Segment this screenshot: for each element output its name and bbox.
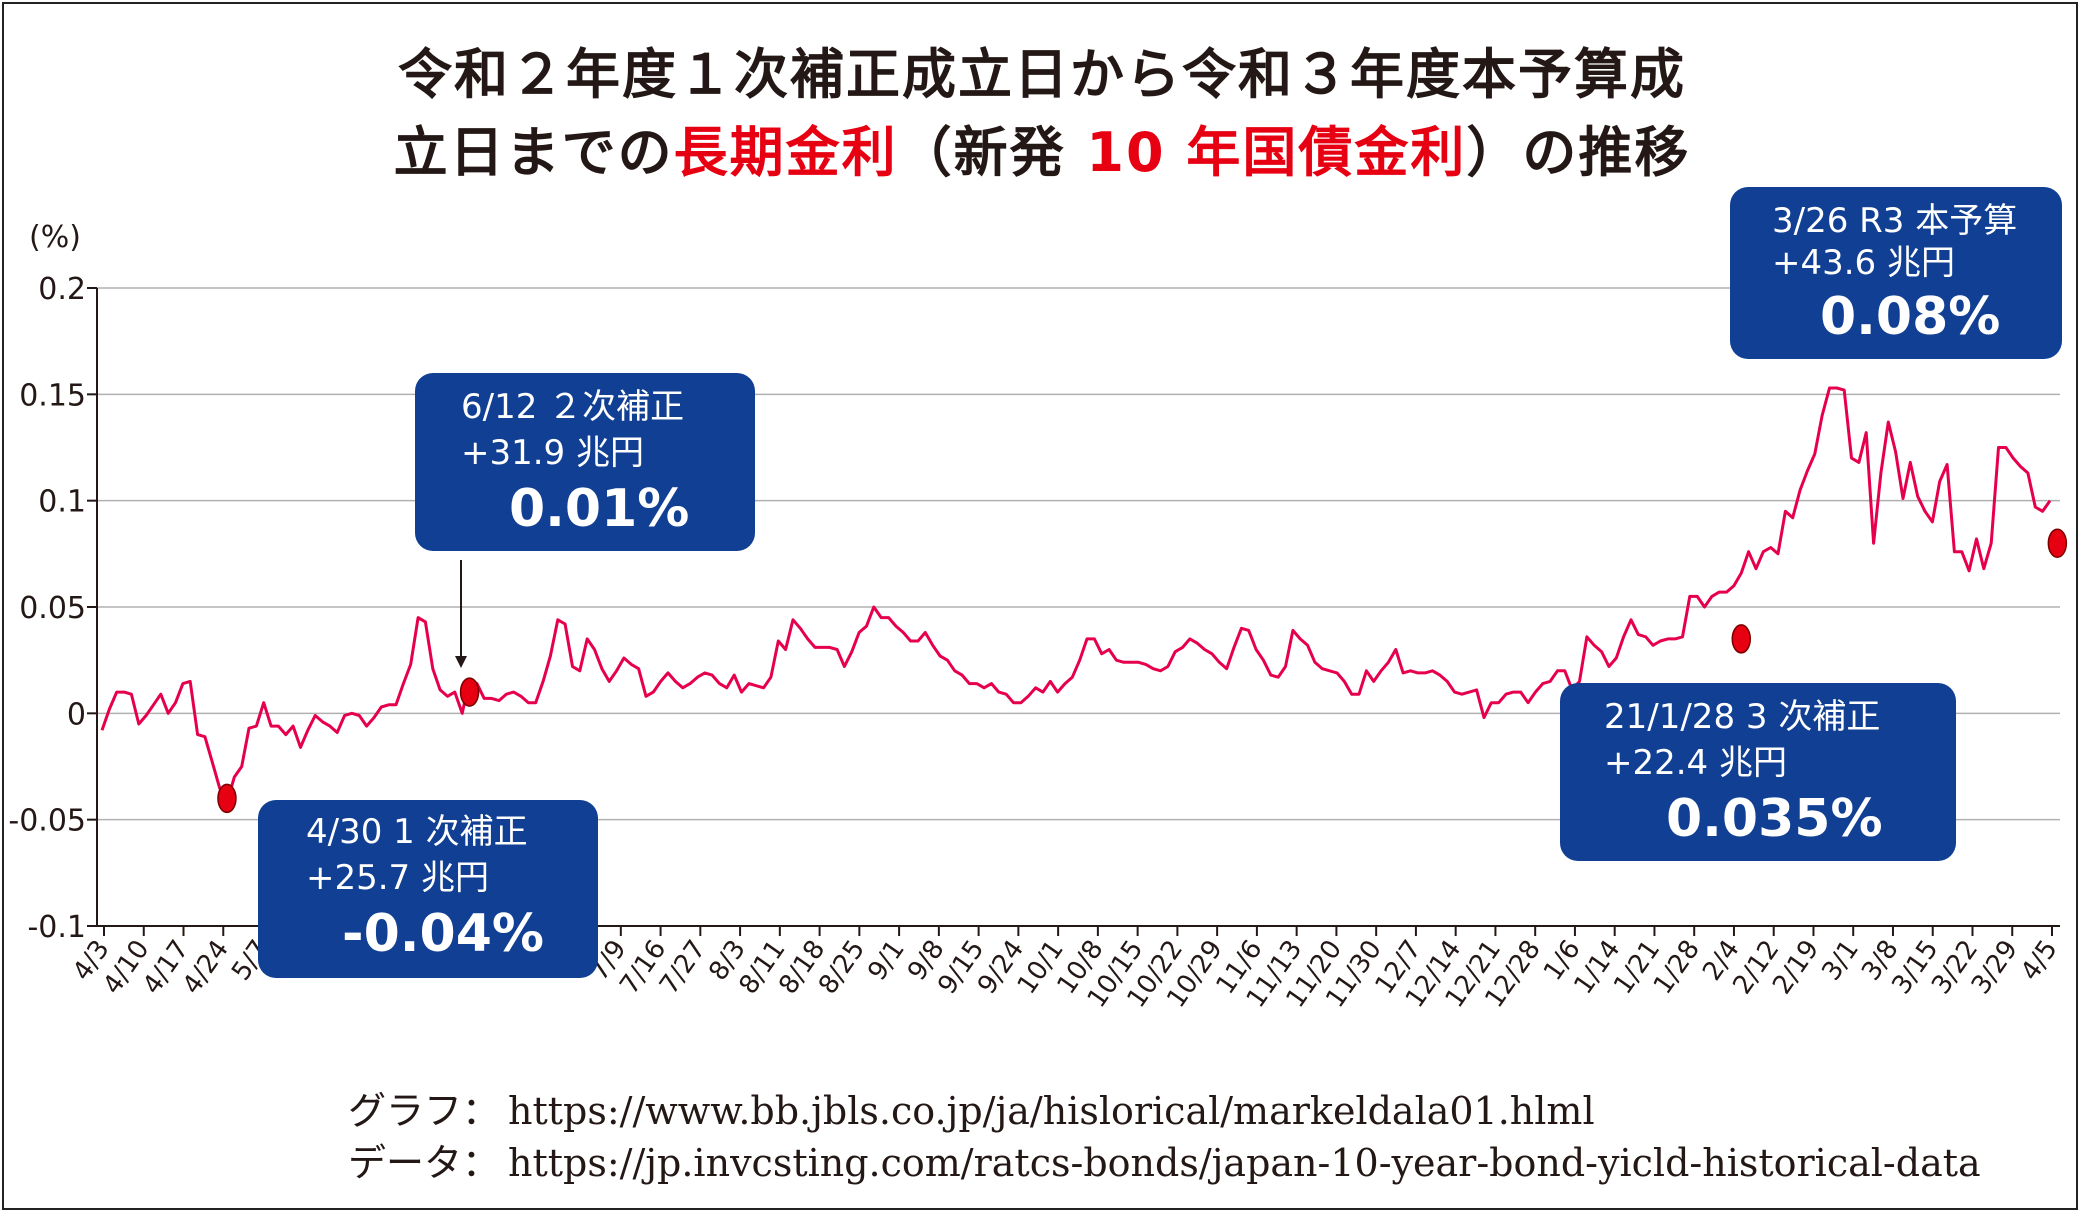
sources: グラフ： https://www.bb.jbls.co.jp/ja/hislori… [348, 1085, 1981, 1189]
callout-value: 0.08% [1820, 287, 2001, 347]
callout-line-2: +43.6 兆円 [1772, 243, 1955, 283]
callout-line-2: +22.4 兆円 [1604, 743, 1787, 783]
callout-pointer-arrowhead [455, 656, 467, 668]
title-part: 立日までの [393, 121, 674, 184]
source-row-data: データ： https://jp.invcsting.com/ratcs-bonds… [348, 1137, 1981, 1189]
source-label: データ： [348, 1141, 501, 1185]
y-tick-label: 0.1 [38, 485, 86, 520]
point-marker [459, 677, 480, 707]
title-part: ）の推移 [1466, 121, 1691, 184]
title-line-2: 立日までの長期金利（新発 10 年国債金利）の推移 [0, 114, 2084, 192]
callout-r3-budget: 3/26 R3 本予算 +43.6 兆円 0.08% [1730, 187, 2062, 359]
callout-second-supplementary: 6/12 ２次補正 +31.9 兆円 0.01% [415, 373, 755, 551]
callout-value: 0.01% [509, 479, 690, 539]
source-url: https://jp.invcsting.com/ratcs-bonds/jap… [508, 1141, 1981, 1185]
callout-line-1: 21/1/28 3 次補正 [1604, 697, 1881, 737]
y-tick-label: -0.05 [8, 804, 86, 839]
callout-first-supplementary: 4/30 1 次補正 +25.7 兆円 -0.04% [258, 800, 598, 978]
point-marker [1731, 624, 1752, 654]
title-line-1: 令和２年度１次補正成立日から令和３年度本予算成 [398, 43, 1686, 106]
callout-third-supplementary: 21/1/28 3 次補正 +22.4 兆円 0.035% [1560, 683, 1956, 861]
callout-line-1: 3/26 R3 本予算 [1772, 201, 2018, 241]
y-tick-labels: 0.2 0.15 0.1 0.05 0 -0.05 -0.1 [8, 272, 86, 945]
x-tick-label: 9/1 [862, 935, 911, 986]
source-url: https://www.bb.jbls.co.jp/ja/hislorical/… [508, 1089, 1595, 1133]
chart-title: 令和２年度１次補正成立日から令和３年度本予算成 立日までの長期金利（新発 10 … [0, 36, 2084, 192]
y-tick-label: 0.15 [19, 378, 86, 413]
y-tick-label: 0 [67, 697, 86, 732]
series-layer [100, 386, 2052, 805]
callout-line-2: +25.7 兆円 [306, 858, 489, 898]
callout-value: -0.04% [342, 904, 544, 964]
series-line [100, 386, 2052, 805]
title-part: （新発 [897, 121, 1087, 184]
callout-line-2: +31.9 兆円 [461, 433, 644, 473]
y-tick-label: -0.1 [27, 910, 86, 945]
point-marker [2047, 528, 2068, 558]
y-tick-label: 0.2 [38, 272, 86, 307]
x-tick-label: 4/5 [2015, 935, 2064, 986]
callout-line-1: 6/12 ２次補正 [461, 387, 685, 427]
source-label: グラフ： [348, 1089, 501, 1133]
point-marker [217, 783, 237, 814]
callout-line-1: 4/30 1 次補正 [306, 812, 528, 852]
y-tick-label: 0.05 [19, 591, 86, 626]
y-axis-label: (%) [29, 220, 81, 255]
callout-value: 0.035% [1666, 789, 1883, 849]
x-tick-label: 3/1 [1816, 935, 1865, 986]
title-highlight-long-term-rate: 長期金利 [673, 121, 898, 184]
markers [217, 528, 2068, 814]
source-row-graph: グラフ： https://www.bb.jbls.co.jp/ja/hislori… [348, 1085, 1981, 1137]
title-highlight-bond-rate: 10 年国債金利 [1086, 121, 1467, 184]
